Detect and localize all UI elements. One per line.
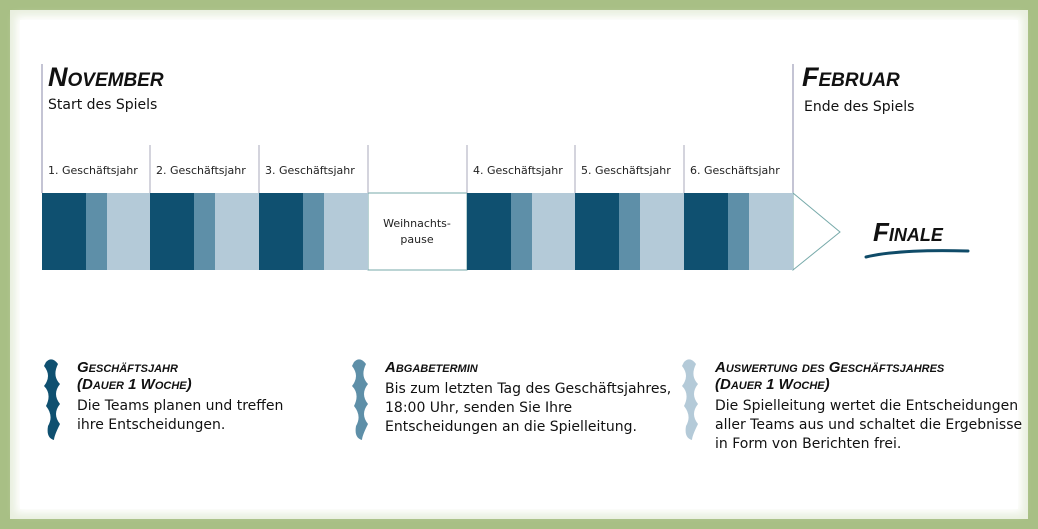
phase-deadline <box>303 193 324 270</box>
phase-work <box>259 193 303 270</box>
break-label: Weihnachts- <box>383 217 451 230</box>
period-label: 4. Geschäftsjahr <box>473 164 563 177</box>
legend-text: Entscheidungen an die Spielleitung. <box>385 419 637 435</box>
legend-text: in Form von Berichten frei. <box>715 436 901 452</box>
phase-work <box>684 193 728 270</box>
start-title: November <box>48 62 164 92</box>
legend-text: aller Teams aus und schaltet die Ergebni… <box>715 417 1022 433</box>
legend-text: Bis zum letzten Tag des Geschäftsjahres, <box>385 381 671 397</box>
legend-title: Geschäftsjahr <box>77 359 178 376</box>
period-label: 5. Geschäftsjahr <box>581 164 671 177</box>
phase-review <box>324 193 368 270</box>
phase-deadline <box>728 193 749 270</box>
period-label: 3. Geschäftsjahr <box>265 164 355 177</box>
legend-text: 18:00 Uhr, senden Sie Ihre <box>385 400 572 416</box>
phase-review <box>532 193 576 270</box>
legend-title: (Dauer 1 Woche) <box>77 376 192 393</box>
phase-work <box>575 193 619 270</box>
finale: Finale <box>873 217 944 247</box>
period-label: 2. Geschäftsjahr <box>156 164 246 177</box>
finale-underline <box>864 249 970 259</box>
legend-text: ihre Entscheidungen. <box>77 417 225 433</box>
phase-work <box>42 193 86 270</box>
period-label: 1. Geschäftsjahr <box>48 164 138 177</box>
break-box <box>367 192 468 271</box>
legend-title: (Dauer 1 Woche) <box>715 376 830 393</box>
end-title: Februar <box>802 62 900 92</box>
legend-icon <box>352 359 368 440</box>
phase-review <box>749 193 793 270</box>
legend-title: Abgabetermin <box>384 359 479 376</box>
phase-review <box>640 193 684 270</box>
legend-icon <box>44 359 60 440</box>
phase-work <box>150 193 194 270</box>
phase-work <box>467 193 511 270</box>
legend-text: Die Spielleitung wertet die Entscheidung… <box>715 398 1018 414</box>
legend-text: Die Teams planen und treffen <box>77 398 283 414</box>
phase-deadline <box>511 193 532 270</box>
phase-review <box>215 193 259 270</box>
end-subtitle: Ende des Spiels <box>804 99 914 115</box>
start-subtitle: Start des Spiels <box>48 97 157 113</box>
phase-review <box>107 193 151 270</box>
legend-title: Auswertung des Geschäftsjahres <box>714 359 945 376</box>
legend-icon <box>682 359 698 440</box>
period-label: 6. Geschäftsjahr <box>690 164 780 177</box>
phase-deadline <box>86 193 107 270</box>
phase-deadline <box>619 193 640 270</box>
break-label: pause <box>400 233 433 246</box>
phase-deadline <box>194 193 215 270</box>
